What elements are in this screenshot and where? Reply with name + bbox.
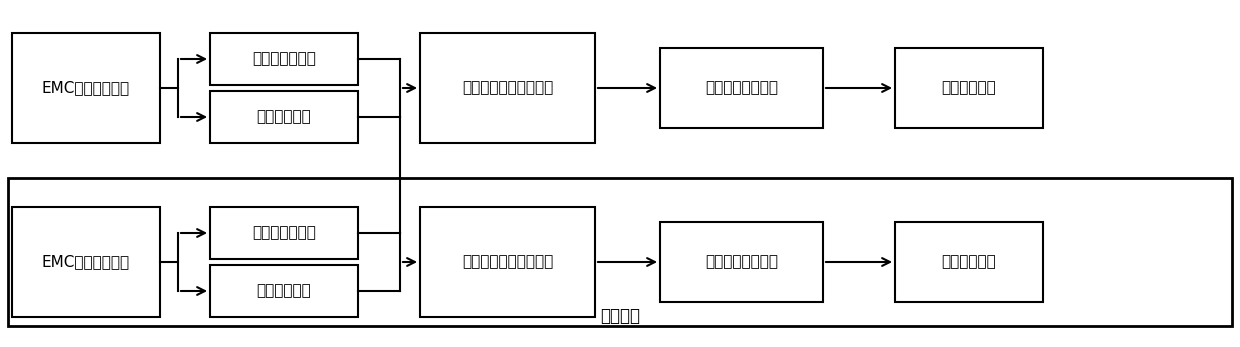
Text: EMC保护调理电路: EMC保护调理电路 bbox=[42, 81, 130, 95]
Bar bbox=[420, 33, 595, 143]
Text: 滤波稳压电路: 滤波稳压电路 bbox=[941, 254, 997, 270]
Bar bbox=[7, 178, 1233, 326]
Bar bbox=[210, 207, 358, 259]
Bar bbox=[210, 91, 358, 143]
Bar bbox=[210, 265, 358, 317]
Bar bbox=[12, 207, 160, 317]
Bar bbox=[895, 48, 1043, 128]
Text: 过欠压保护电路: 过欠压保护电路 bbox=[252, 51, 316, 67]
Bar bbox=[420, 207, 595, 317]
Bar bbox=[12, 33, 160, 143]
Text: 并联输出隔离电路: 并联输出隔离电路 bbox=[706, 81, 777, 95]
Text: 温度保护电路: 温度保护电路 bbox=[257, 283, 311, 298]
Text: 过欠压保护电路: 过欠压保护电路 bbox=[252, 226, 316, 240]
Bar bbox=[210, 33, 358, 85]
Text: 并联输出隔离电路: 并联输出隔离电路 bbox=[706, 254, 777, 270]
Text: 滤波稳压电路: 滤波稳压电路 bbox=[941, 81, 997, 95]
Bar bbox=[660, 222, 823, 302]
Text: 可并联双电压转换电路: 可并联双电压转换电路 bbox=[461, 81, 553, 95]
Bar bbox=[660, 48, 823, 128]
Bar bbox=[895, 222, 1043, 302]
Text: 可并联双电压转换电路: 可并联双电压转换电路 bbox=[461, 254, 553, 270]
Text: （可选）: （可选） bbox=[600, 307, 640, 325]
Text: EMC保护调理电路: EMC保护调理电路 bbox=[42, 254, 130, 270]
Text: 温度保护电路: 温度保护电路 bbox=[257, 110, 311, 125]
